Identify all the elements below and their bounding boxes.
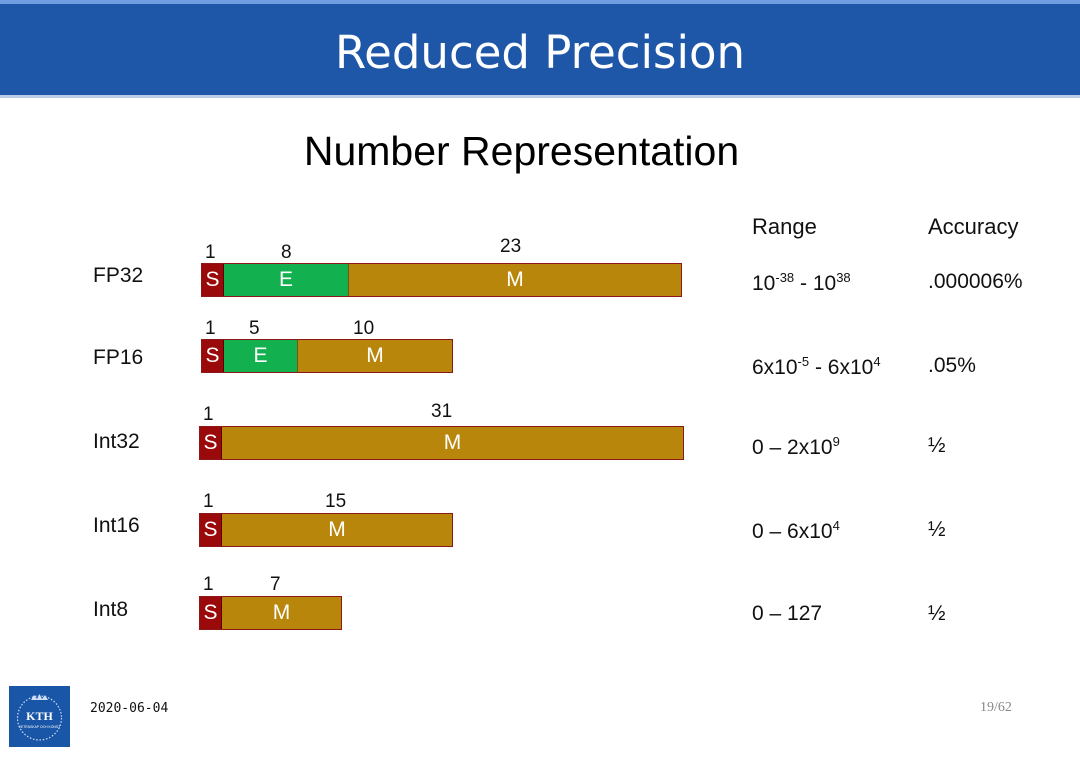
range-exponent: 4	[873, 354, 881, 369]
mantissa-segment: M	[222, 427, 683, 459]
mantissa-segment: M	[222, 514, 452, 546]
range-int8: 0 – 127	[752, 602, 823, 625]
range-value: 6x10	[827, 356, 874, 379]
row-label-int32: Int32	[93, 430, 140, 453]
range-exponent: 4	[832, 518, 840, 533]
sign-segment: S	[200, 427, 222, 459]
exponent-segment: E	[224, 340, 298, 372]
bit-count-sign: 1	[205, 242, 216, 263]
bit-count-exponent: 8	[281, 242, 292, 263]
range-separator: -	[794, 272, 813, 295]
range-column-header: Range	[752, 214, 817, 239]
range-exponent: 9	[832, 434, 840, 449]
range-value: 10	[812, 272, 837, 295]
bit-layout-fp16: S E M	[201, 339, 453, 373]
mantissa-segment: M	[222, 597, 341, 629]
range-fp32: 10-38 - 1038	[752, 270, 851, 296]
range-separator: -	[809, 356, 828, 379]
range-value: 0 – 6x10	[752, 520, 833, 543]
title-bar: Reduced Precision	[0, 0, 1080, 98]
range-fp16: 6x10-5 - 6x104	[752, 354, 881, 380]
accuracy-int8: ½	[928, 602, 946, 625]
logo-text: KTH	[26, 709, 53, 723]
range-value: 10	[752, 272, 776, 295]
accuracy-fp16: .05%	[928, 354, 976, 377]
bit-layout-int16: S M	[199, 513, 453, 547]
range-value: 0 – 2x10	[752, 436, 833, 459]
kth-emblem-icon: KTH VETENSKAP OCH KONST	[16, 694, 63, 741]
row-label-int16: Int16	[93, 514, 140, 537]
sign-segment: S	[200, 597, 222, 629]
slide-subtitle: Number Representation	[303, 128, 740, 174]
row-label-fp16: FP16	[93, 346, 144, 369]
bit-count-mantissa: 7	[270, 574, 281, 595]
range-value: 6x10	[752, 356, 798, 379]
slide-date: 2020-06-04	[90, 701, 169, 716]
bit-layout-int8: S M	[199, 596, 342, 630]
page-number: 19/62	[980, 700, 1012, 715]
accuracy-int16: ½	[928, 518, 946, 541]
slide-title: Reduced Precision	[334, 26, 746, 79]
mantissa-segment: M	[349, 264, 681, 296]
bit-count-sign: 1	[203, 574, 214, 595]
accuracy-fp32: .000006%	[928, 270, 1023, 293]
bit-layout-int32: S M	[199, 426, 684, 460]
bit-layout-fp32: S E M	[201, 263, 682, 297]
range-int32: 0 – 2x109	[752, 434, 840, 460]
bit-count-mantissa: 31	[431, 401, 453, 422]
logo-subtext: VETENSKAP OCH KONST	[19, 725, 60, 729]
row-label-fp32: FP32	[93, 264, 144, 287]
bit-count-sign: 1	[203, 404, 214, 425]
accuracy-int32: ½	[928, 434, 946, 457]
exponent-segment: E	[224, 264, 349, 296]
bit-count-sign: 1	[203, 491, 214, 512]
kth-logo: KTH VETENSKAP OCH KONST	[9, 686, 70, 747]
bit-count-mantissa: 15	[325, 491, 347, 512]
range-int16: 0 – 6x104	[752, 518, 840, 544]
sign-segment: S	[202, 340, 224, 372]
range-exponent: -38	[775, 270, 795, 285]
sign-segment: S	[202, 264, 224, 296]
bit-count-exponent: 5	[249, 318, 260, 339]
accuracy-column-header: Accuracy	[928, 214, 1019, 239]
row-label-int8: Int8	[93, 598, 129, 621]
range-exponent: -5	[797, 354, 810, 369]
bit-count-mantissa: 10	[353, 318, 375, 339]
sign-segment: S	[200, 514, 222, 546]
bit-count-mantissa: 23	[500, 236, 522, 257]
range-exponent: 38	[836, 270, 851, 285]
bit-count-sign: 1	[205, 318, 216, 339]
mantissa-segment: M	[298, 340, 452, 372]
